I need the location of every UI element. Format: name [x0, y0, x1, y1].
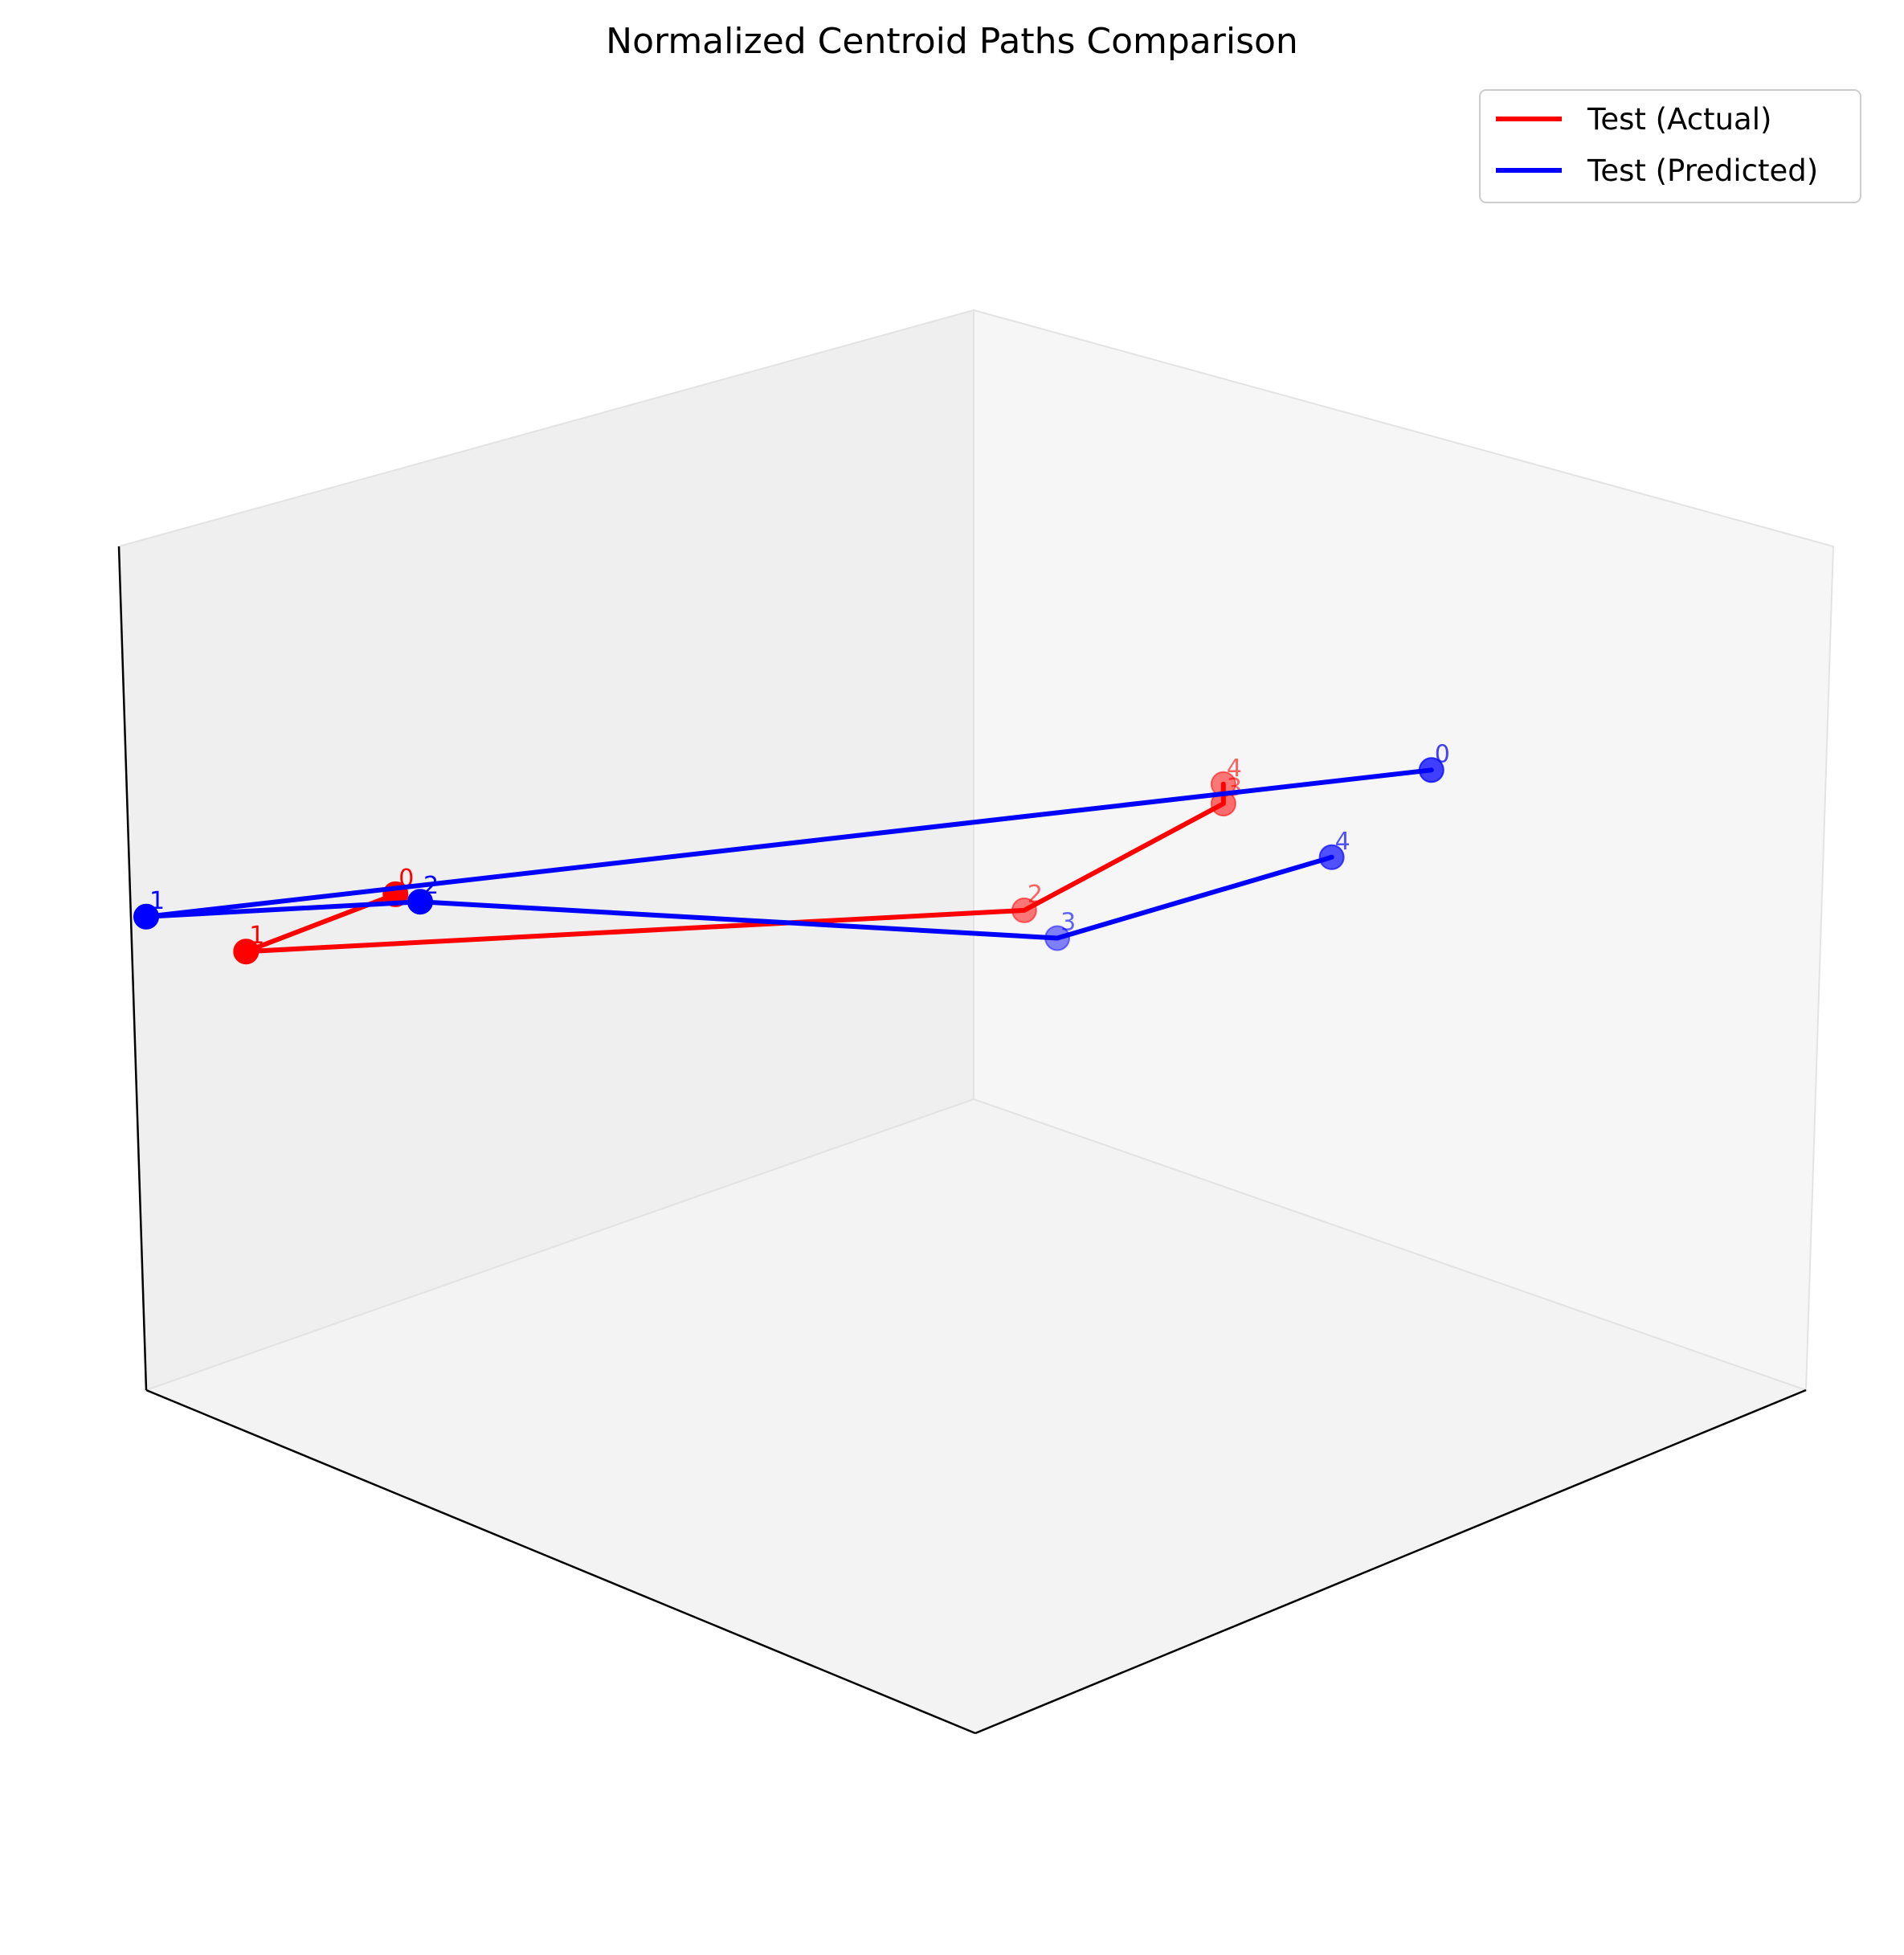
- data-point-predicted-0: [1418, 757, 1444, 783]
- data-point-predicted-2: [407, 889, 433, 915]
- point-label-predicted-1: 1: [149, 887, 165, 915]
- legend-box: [1479, 89, 1861, 203]
- data-point-actual-1: [233, 939, 259, 965]
- point-label-actual-1: 1: [249, 922, 264, 950]
- chart-title: Normalized Centroid Paths Comparison: [606, 21, 1298, 62]
- point-label-actual-4: 4: [1227, 755, 1242, 783]
- point-label-predicted-4: 4: [1335, 828, 1350, 856]
- legend-label-actual: Test (Actual): [1587, 102, 1771, 137]
- z-axis-line: [117, 546, 148, 1391]
- data-point-predicted-1: [133, 903, 159, 930]
- point-label-actual-2: 2: [1028, 881, 1043, 909]
- point-label-predicted-3: 3: [1060, 909, 1076, 937]
- axis-lines: [117, 546, 1807, 1735]
- axes-panes: [117, 309, 1835, 1735]
- data-point-predicted-4: [1318, 844, 1345, 870]
- data-point-actual-2: [1011, 897, 1037, 923]
- y-axis-line: [974, 1389, 1807, 1735]
- data-layer: 0123401234: [133, 740, 1450, 965]
- point-label-predicted-0: 0: [1435, 740, 1450, 768]
- point-label-predicted-2: 2: [423, 872, 439, 900]
- data-point-predicted-3: [1044, 925, 1071, 951]
- legend: Test (Actual) Test (Predicted): [1479, 89, 1861, 203]
- legend-label-predicted: Test (Predicted): [1587, 153, 1818, 188]
- x-axis-line: [145, 1389, 976, 1735]
